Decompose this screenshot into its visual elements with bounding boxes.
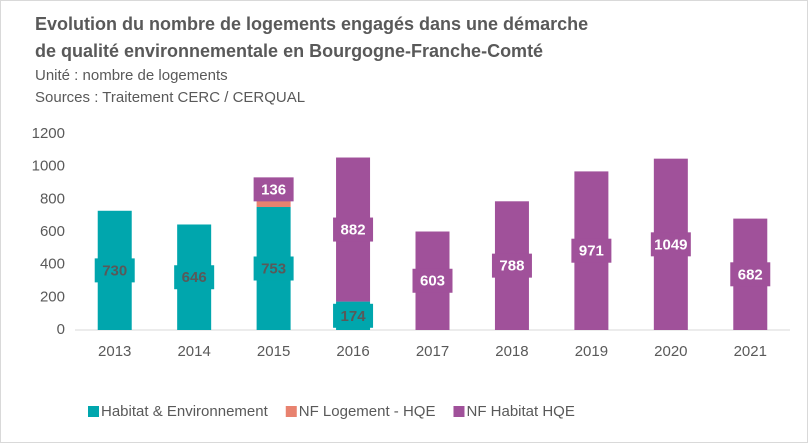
y-tick-label: 400 <box>40 256 65 273</box>
legend-label: NF Habitat HQE <box>466 403 574 420</box>
data-label: 730 <box>102 262 127 279</box>
x-tick-label: 2021 <box>734 343 767 360</box>
y-tick-label: 600 <box>40 223 65 240</box>
data-label: 1049 <box>654 236 687 253</box>
y-tick-label: 800 <box>40 190 65 207</box>
x-tick-label: 2019 <box>575 343 608 360</box>
y-tick-label: 1200 <box>32 125 65 142</box>
x-tick-label: 2020 <box>654 343 687 360</box>
y-tick-label: 0 <box>57 321 65 338</box>
legend-label: Habitat & Environnement <box>101 403 269 420</box>
data-label-box <box>253 256 294 281</box>
legend-swatch <box>285 406 297 417</box>
legend-label: NF Logement - HQE <box>299 403 436 420</box>
data-label: 603 <box>420 273 445 290</box>
data-label-box <box>412 268 453 293</box>
data-label: 753 <box>261 260 286 277</box>
chart-title: de qualité environnementale en Bourgogne… <box>35 41 543 61</box>
x-tick-label: 2018 <box>495 343 528 360</box>
legend-swatch <box>88 406 99 417</box>
data-label-box <box>333 303 374 328</box>
data-label-box <box>650 232 691 257</box>
y-tick-label: 1000 <box>32 158 65 175</box>
chart-title: Evolution du nombre de logements engagés… <box>35 14 588 34</box>
data-label-box <box>174 265 215 290</box>
data-label-box <box>253 177 294 202</box>
data-label-box <box>491 253 532 278</box>
x-tick-label: 2016 <box>336 343 369 360</box>
data-label: 174 <box>341 308 367 325</box>
data-label: 882 <box>341 222 366 239</box>
x-tick-label: 2015 <box>257 343 290 360</box>
x-tick-label: 2014 <box>177 343 210 360</box>
data-label: 136 <box>261 181 286 198</box>
subtitle: Sources : Traitement CERC / CERQUAL <box>35 89 305 106</box>
data-label-box <box>333 217 374 242</box>
bar-segment <box>256 200 291 208</box>
data-label: 788 <box>499 258 524 275</box>
x-tick-label: 2013 <box>98 343 131 360</box>
x-tick-label: 2017 <box>416 343 449 360</box>
legend-swatch <box>453 406 465 417</box>
data-label: 646 <box>182 269 207 286</box>
subtitle: Unité : nombre de logements <box>35 67 228 84</box>
data-label-box <box>94 258 135 283</box>
data-label: 682 <box>738 266 763 283</box>
y-tick-label: 200 <box>40 288 65 305</box>
data-label-box <box>571 238 612 263</box>
data-label: 971 <box>579 243 604 260</box>
data-label-box <box>730 262 771 287</box>
